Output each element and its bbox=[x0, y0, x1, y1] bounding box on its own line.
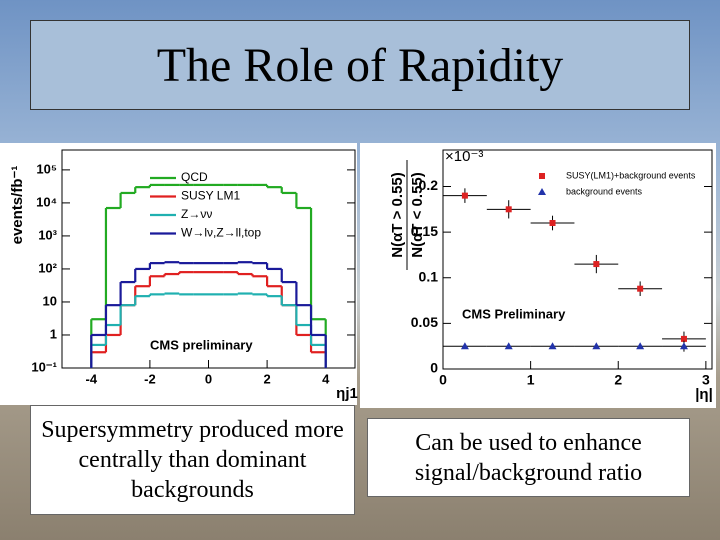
y-tick-label: 10² bbox=[38, 260, 57, 275]
x-axis-label: |η| bbox=[695, 386, 713, 403]
marker bbox=[538, 188, 546, 195]
marker bbox=[679, 342, 688, 350]
legend-label: SUSY(LM1)+background events bbox=[566, 170, 696, 180]
x-tick-label: 3 bbox=[702, 372, 710, 388]
caption: Supersymmetry produced more centrally th… bbox=[30, 405, 355, 515]
y-tick-label: 0 bbox=[430, 360, 438, 376]
legend-label: SUSY LM1 bbox=[181, 189, 240, 203]
plot-frame bbox=[442, 149, 713, 370]
annotation: CMS Preliminary bbox=[462, 306, 566, 321]
y-tick-label: 1 bbox=[50, 326, 57, 341]
caption: Can be used to enhance signal/background… bbox=[367, 418, 690, 497]
marker bbox=[636, 342, 645, 350]
x-tick-label: -4 bbox=[86, 371, 98, 386]
y-axis-label: N(αT > 0.55) bbox=[389, 172, 406, 258]
x-tick-label: 0 bbox=[439, 372, 447, 388]
legend-label: QCD bbox=[181, 170, 208, 184]
marker bbox=[593, 261, 600, 268]
axis-multiplier: ×10⁻³ bbox=[445, 148, 483, 165]
x-tick-label: 0 bbox=[205, 371, 212, 386]
x-tick-label: 4 bbox=[322, 371, 330, 386]
y-tick-label: 10³ bbox=[38, 227, 57, 242]
marker bbox=[505, 206, 512, 213]
x-tick-label: 2 bbox=[263, 371, 270, 386]
y-tick-label: 10 bbox=[43, 293, 57, 308]
marker bbox=[592, 342, 601, 350]
y-axis-label: events/fb⁻¹ bbox=[9, 166, 26, 245]
y-tick-label: 10⁻¹ bbox=[31, 359, 57, 374]
y-tick-label: 0.2 bbox=[419, 177, 439, 193]
slide-title: The Role of Rapidity bbox=[30, 20, 690, 110]
marker bbox=[549, 220, 556, 226]
legend-label: background events bbox=[566, 186, 643, 196]
y-axis-label: N(αT < 0.55) bbox=[409, 172, 426, 258]
y-tick-label: 10⁵ bbox=[36, 161, 57, 176]
marker bbox=[548, 342, 557, 350]
marker bbox=[461, 192, 468, 199]
annotation: CMS preliminary bbox=[150, 337, 253, 352]
x-axis-label: ηj1 bbox=[336, 385, 358, 402]
marker bbox=[637, 285, 644, 292]
x-tick-label: 2 bbox=[614, 372, 622, 388]
marker bbox=[460, 342, 469, 350]
y-tick-label: 0.05 bbox=[411, 314, 438, 330]
y-tick-label: 0.15 bbox=[411, 223, 438, 239]
x-tick-label: 1 bbox=[527, 372, 535, 388]
legend-label: Z→νν bbox=[181, 207, 212, 221]
legend-label: W→lν,Z→ll,top bbox=[181, 226, 261, 240]
marker bbox=[680, 335, 687, 342]
right-panel bbox=[360, 143, 716, 408]
marker bbox=[504, 342, 513, 350]
y-tick-label: 10⁴ bbox=[36, 194, 57, 209]
y-tick-label: 0.1 bbox=[419, 268, 439, 284]
marker bbox=[539, 173, 545, 179]
x-tick-label: -2 bbox=[144, 371, 156, 386]
